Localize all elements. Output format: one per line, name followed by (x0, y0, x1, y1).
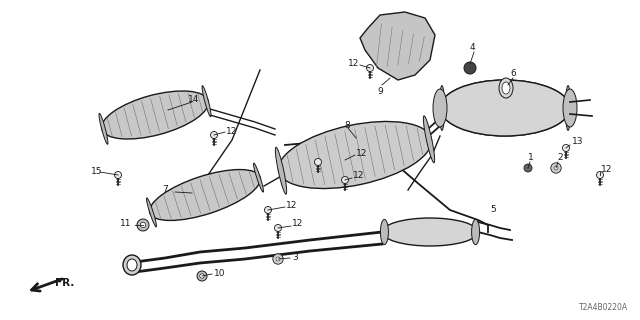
Ellipse shape (424, 116, 435, 163)
Circle shape (524, 164, 532, 172)
Text: 5: 5 (490, 205, 496, 214)
Ellipse shape (253, 163, 264, 192)
Text: 8: 8 (344, 121, 349, 130)
Circle shape (275, 225, 282, 231)
Circle shape (197, 271, 207, 281)
Circle shape (276, 257, 280, 261)
Text: 1: 1 (528, 154, 534, 163)
Text: 9: 9 (377, 86, 383, 95)
Circle shape (551, 163, 561, 173)
Text: 7: 7 (162, 186, 168, 195)
Text: 2: 2 (557, 154, 563, 163)
Ellipse shape (472, 220, 479, 244)
Ellipse shape (433, 89, 447, 127)
Circle shape (464, 62, 476, 74)
Circle shape (137, 219, 149, 231)
Ellipse shape (440, 80, 570, 136)
Text: 14: 14 (188, 94, 200, 103)
Ellipse shape (275, 147, 287, 194)
Ellipse shape (440, 85, 444, 131)
Polygon shape (360, 12, 435, 80)
Ellipse shape (99, 113, 108, 144)
Circle shape (563, 145, 570, 151)
Ellipse shape (202, 86, 211, 117)
Circle shape (140, 222, 146, 228)
Text: 12: 12 (348, 59, 360, 68)
Text: 11: 11 (120, 220, 131, 228)
Ellipse shape (278, 122, 431, 188)
Text: FR.: FR. (55, 278, 74, 288)
Ellipse shape (380, 220, 388, 244)
Ellipse shape (566, 85, 571, 131)
Text: 12: 12 (292, 220, 303, 228)
Ellipse shape (127, 259, 137, 271)
Ellipse shape (382, 218, 478, 246)
Text: 3: 3 (292, 252, 298, 261)
Text: 12: 12 (356, 148, 367, 157)
Ellipse shape (123, 255, 141, 275)
Text: 12: 12 (286, 201, 298, 210)
Ellipse shape (563, 89, 577, 127)
Circle shape (264, 206, 271, 213)
Text: 12: 12 (601, 165, 612, 174)
Circle shape (314, 158, 321, 165)
Text: 13: 13 (572, 138, 584, 147)
Ellipse shape (147, 198, 156, 227)
Circle shape (342, 177, 349, 183)
Ellipse shape (102, 91, 209, 139)
Circle shape (211, 132, 218, 139)
Circle shape (596, 172, 604, 179)
Circle shape (273, 254, 283, 264)
Text: 12: 12 (353, 172, 364, 180)
Circle shape (554, 166, 558, 170)
Text: 4: 4 (470, 44, 476, 52)
Circle shape (367, 65, 374, 71)
Ellipse shape (499, 78, 513, 98)
Circle shape (200, 274, 204, 278)
Circle shape (115, 172, 122, 179)
Text: 15: 15 (91, 166, 102, 175)
Ellipse shape (440, 80, 570, 136)
Text: T2A4B0220A: T2A4B0220A (579, 303, 628, 312)
Text: 12: 12 (226, 126, 237, 135)
Text: 6: 6 (510, 69, 516, 78)
Ellipse shape (502, 82, 510, 94)
Text: 10: 10 (214, 268, 225, 277)
Ellipse shape (150, 170, 260, 220)
